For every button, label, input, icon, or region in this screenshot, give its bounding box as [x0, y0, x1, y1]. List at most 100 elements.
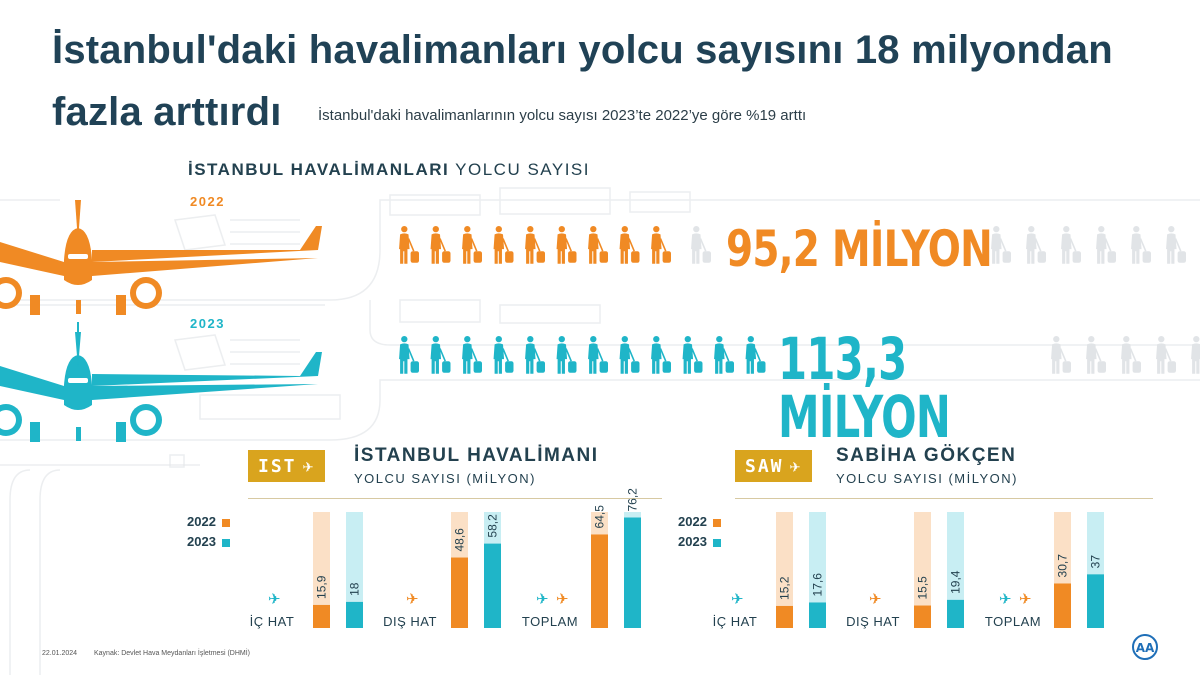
ist-bar-bg — [346, 512, 363, 628]
ist-bar-label: 64,5 — [593, 505, 607, 529]
saw-bar-label: 30,7 — [1056, 554, 1070, 578]
traveler-icon — [619, 336, 640, 374]
saw-category-label: TOPLAM — [984, 614, 1042, 629]
saw-bar-2022-0 — [776, 605, 793, 628]
airplane-icon: ✈ — [1019, 591, 1032, 608]
traveler-icon — [745, 336, 766, 374]
traveler-icon — [682, 336, 703, 374]
section-title-rest: YOLCU SAYISI — [449, 160, 590, 179]
traveler-icon — [525, 336, 545, 374]
traveler-icon — [399, 226, 419, 264]
legend-2022-saw-label: 2022 — [678, 514, 707, 529]
traveler-icon — [651, 336, 671, 374]
saw-category-label: DIŞ HAT — [846, 614, 900, 629]
saw-bar-bg — [947, 512, 964, 628]
legend-2023: 2023 — [187, 534, 230, 549]
traveler-icon — [1121, 336, 1141, 374]
ist-bar-label: 48,6 — [453, 528, 467, 552]
page-subtitle: İstanbul'daki havalimanlarının yolcu say… — [318, 107, 807, 124]
traveler-icon — [525, 226, 545, 264]
ist-bar-label: 18 — [348, 582, 362, 596]
legend-2023-swatch — [221, 538, 230, 547]
traveler-icon — [1051, 336, 1071, 374]
ist-bar-2023-0 — [346, 601, 363, 628]
ist-bar-2022-2 — [591, 534, 608, 628]
airplane-icon: ✈ — [536, 591, 549, 608]
traveler-icon — [462, 226, 482, 264]
ist-bar-bg — [313, 512, 330, 628]
ist-title: İSTANBUL HAVALİMANI — [354, 445, 599, 466]
year-label-2023: 2023 — [190, 316, 225, 331]
traveler-icon — [462, 336, 482, 374]
legend-2023-saw: 2023 — [678, 534, 721, 549]
traveler-icon — [1096, 226, 1116, 264]
traveler-icon — [691, 226, 711, 264]
traveler-icon — [1166, 226, 1186, 264]
ist-bar-2022-0 — [313, 604, 330, 628]
saw-code: SAW — [745, 456, 784, 477]
footer-date: 22.01.2024 — [42, 650, 78, 657]
aa-logo: AA — [1132, 634, 1158, 660]
section-title-bold: İSTANBUL HAVALİMANLARI — [188, 160, 450, 179]
legend-2022: 2022 — [187, 514, 230, 529]
traveler-icon — [714, 336, 734, 374]
saw-bar-label: 17,6 — [811, 573, 825, 597]
traveler-icon — [430, 336, 451, 374]
traveler-icon — [399, 336, 419, 374]
page-title: İstanbul'daki havalimanları yolcu sayısı… — [52, 28, 1113, 72]
page-title-line2: fazla arttırdı — [52, 90, 282, 134]
saw-divider — [735, 498, 1153, 499]
saw-bar-bg — [776, 512, 793, 628]
airplane-icon: ✈ — [789, 456, 803, 477]
saw-bar-2022-2 — [1054, 583, 1071, 628]
traveler-icon — [619, 226, 640, 264]
traveler-icon — [1086, 336, 1106, 374]
ist-divider — [248, 498, 662, 499]
traveler-icon — [430, 226, 451, 264]
ist-bar-label: 58,2 — [486, 514, 500, 538]
ist-code: IST — [258, 456, 297, 477]
saw-bar-2023-2 — [1087, 574, 1104, 628]
legend-2023-label: 2023 — [187, 534, 216, 549]
traveler-icon — [493, 226, 514, 264]
saw-bar-bg — [809, 512, 826, 628]
svg-text:AA: AA — [1136, 641, 1155, 655]
saw-bar-label: 15,5 — [916, 576, 930, 600]
legend-2022-saw: 2022 — [678, 514, 721, 529]
saw-bar-2023-1 — [947, 599, 964, 628]
traveler-icon — [588, 336, 608, 374]
total-2023: 113,3 MİLYON — [778, 325, 951, 451]
saw-badge: SAW ✈ — [735, 450, 813, 482]
traveler-icon — [651, 226, 671, 264]
traveler-icon — [1026, 226, 1046, 264]
saw-subtitle: YOLCU SAYISI (MİLYON) — [836, 471, 1018, 486]
legend-2023-saw-swatch — [712, 538, 721, 547]
saw-bar-2023-0 — [809, 602, 826, 628]
airplane-icon: ✈ — [268, 591, 281, 608]
ist-subtitle: YOLCU SAYISI (MİLYON) — [354, 471, 536, 486]
ist-bar-label: 15,9 — [315, 575, 329, 599]
saw-bar-label: 15,2 — [778, 576, 792, 600]
traveler-icon — [493, 336, 514, 374]
ist-category-label: TOPLAM — [521, 614, 579, 629]
legend-2022-label: 2022 — [187, 514, 216, 529]
ist-category-label: DIŞ HAT — [383, 614, 437, 629]
airplane-icon: ✈ — [556, 591, 569, 608]
saw-bar-label: 37 — [1089, 555, 1103, 569]
traveler-icon — [556, 226, 577, 264]
ist-bar-2023-1 — [484, 543, 501, 628]
legend-2022-saw-swatch — [712, 518, 721, 527]
section-title: İSTANBUL HAVALİMANLARI YOLCU SAYISI — [188, 160, 590, 180]
ist-bar-2023-2 — [624, 517, 641, 628]
saw-bar-bg — [914, 512, 931, 628]
ist-badge: IST ✈ — [248, 450, 326, 482]
traveler-icon — [1061, 226, 1081, 264]
traveler-icon — [588, 226, 608, 264]
airplane-icon: ✈ — [406, 591, 419, 608]
saw-category-label: İÇ HAT — [712, 614, 758, 629]
traveler-icon — [556, 336, 577, 374]
ist-bar-label: 76,2 — [626, 488, 640, 512]
ist-category-label: İÇ HAT — [249, 614, 295, 629]
